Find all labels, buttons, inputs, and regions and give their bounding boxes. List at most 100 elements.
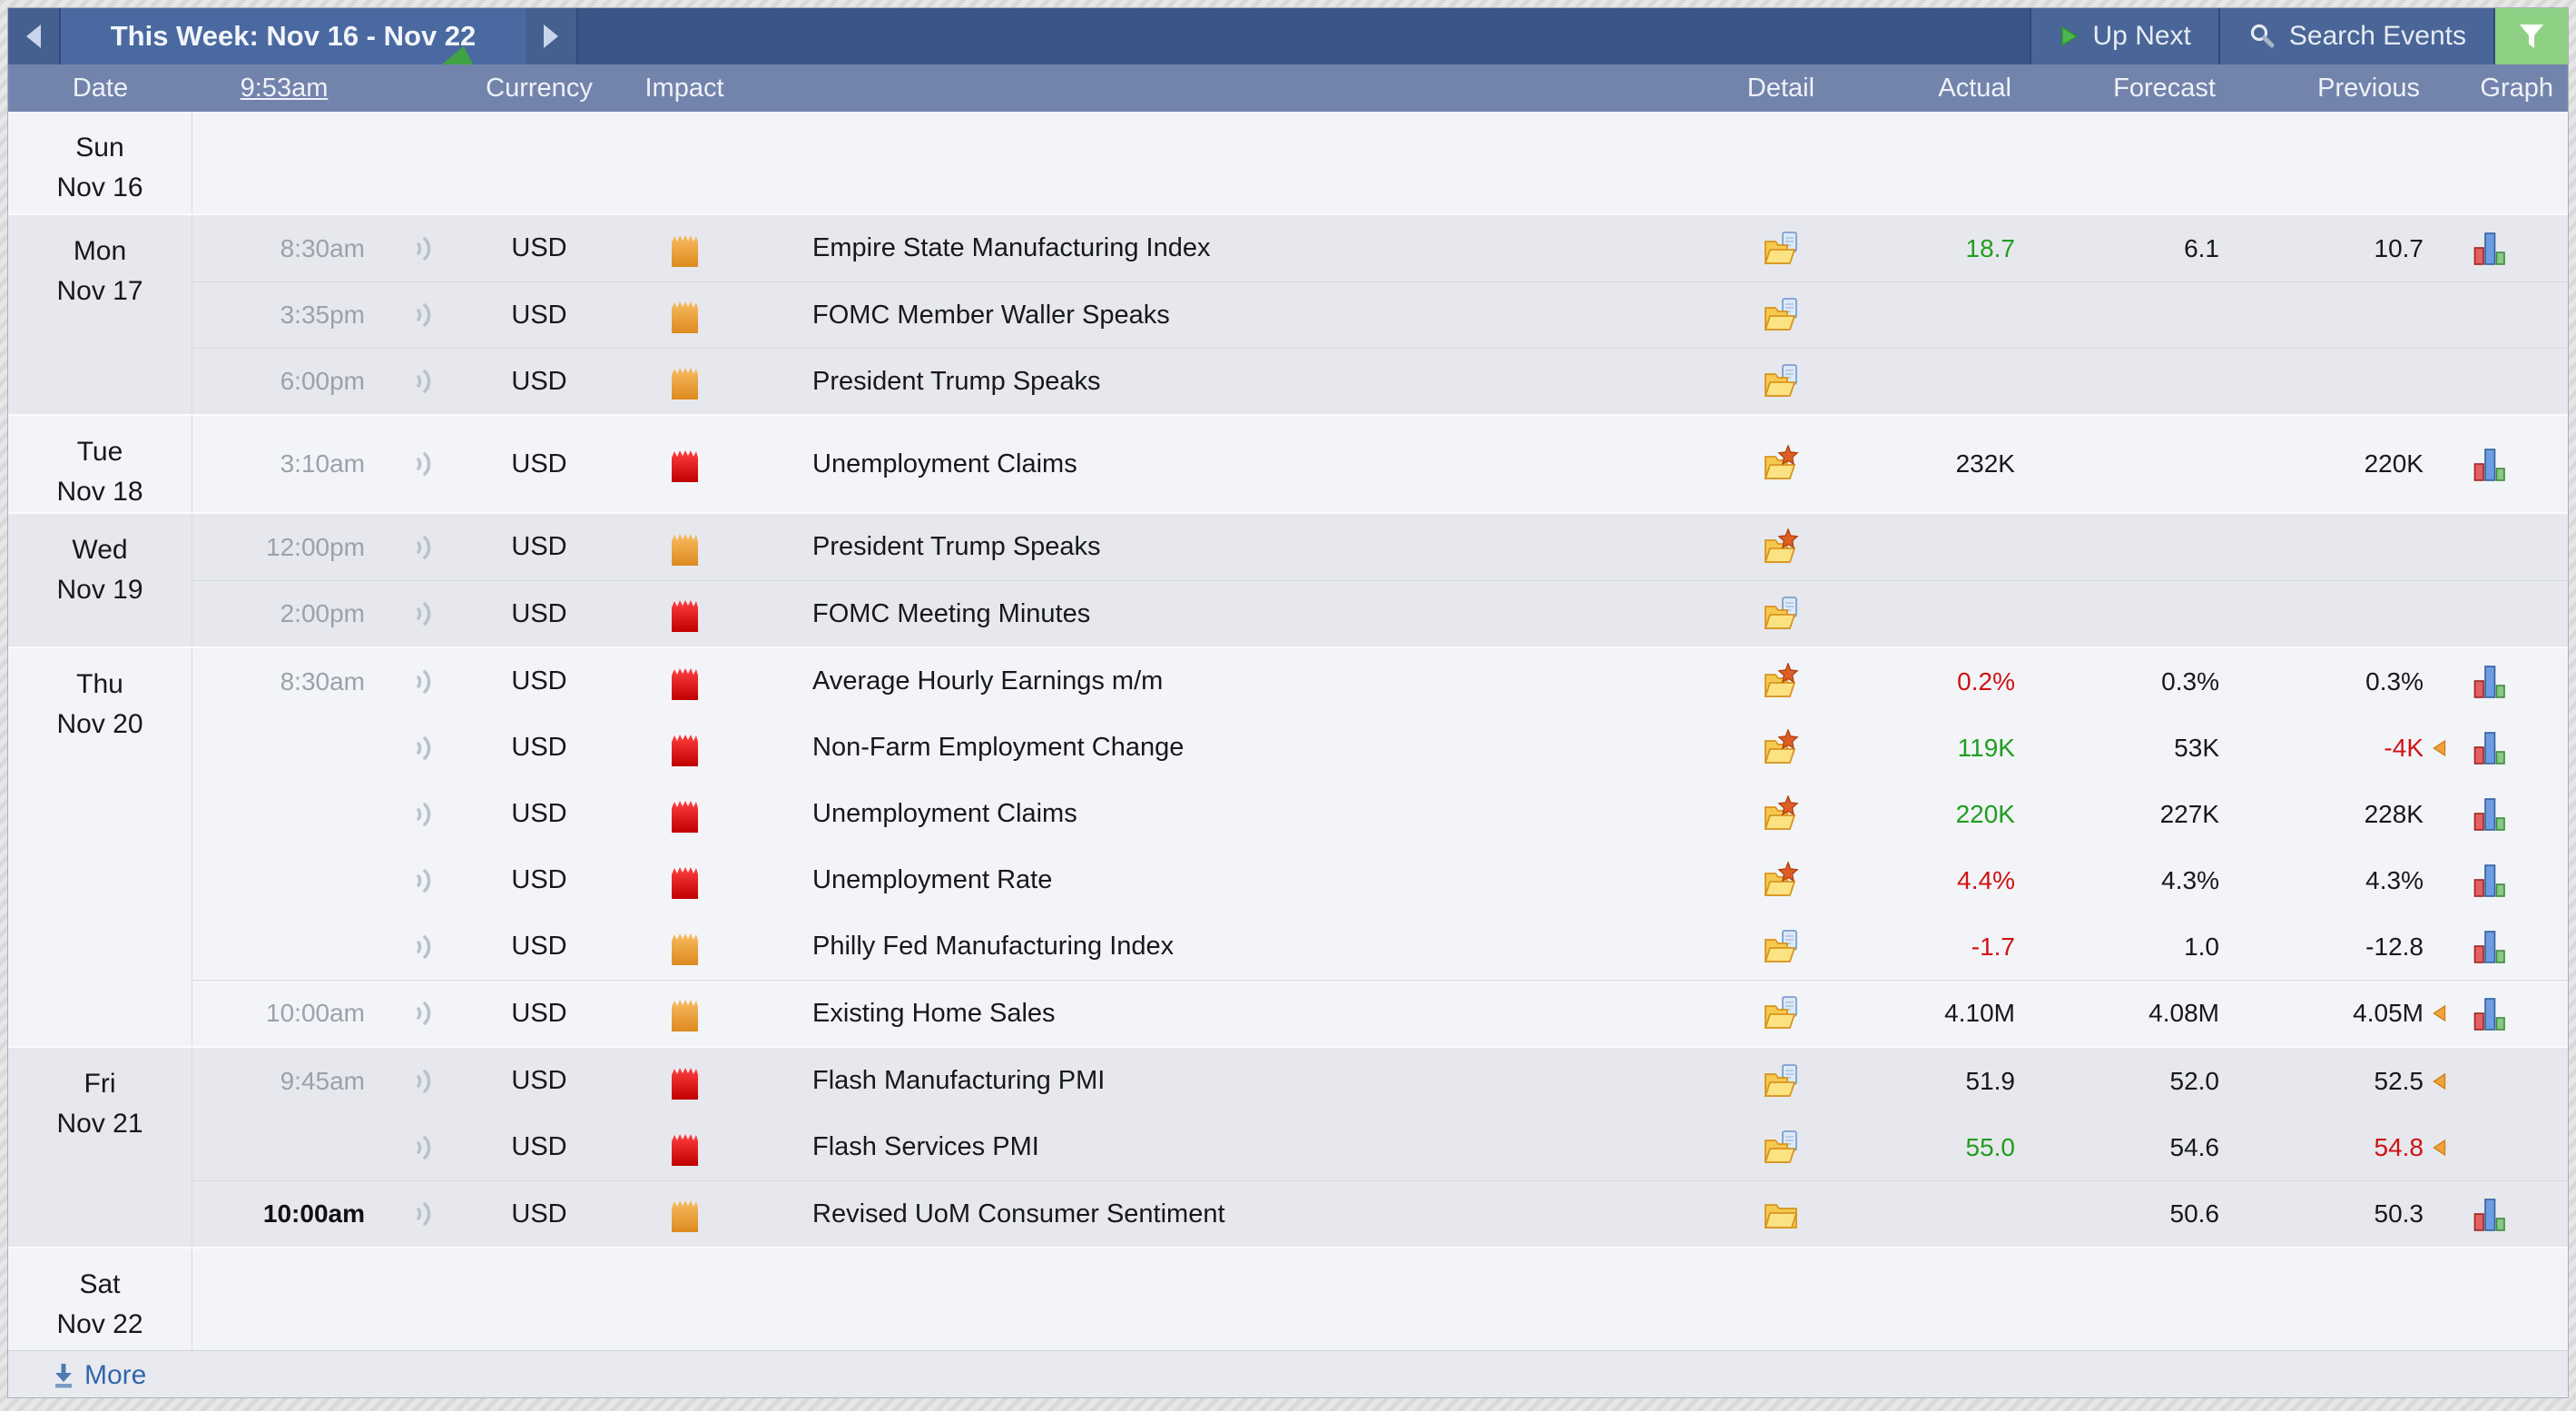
previous-value: 4.3% <box>2230 866 2434 895</box>
detail-cell <box>1731 445 1831 483</box>
day-name: Thu <box>76 669 123 699</box>
event-time: 6:00pm <box>280 367 365 395</box>
folder-paper-icon[interactable] <box>1762 230 1800 268</box>
next-week-button[interactable] <box>526 8 578 64</box>
column-header-previous: Previous <box>2317 73 2420 103</box>
folder-plain-icon[interactable] <box>1762 1195 1800 1233</box>
event-row: 12:00pm USD President Trump Speaks <box>192 514 2568 580</box>
event-title[interactable]: Revised UoM Consumer Sentiment <box>812 1199 1225 1228</box>
forecast-value: 50.6 <box>2169 1199 2220 1228</box>
speaker-cell <box>376 800 471 829</box>
event-title[interactable]: Flash Manufacturing PMI <box>812 1066 1106 1095</box>
event-title[interactable]: President Trump Speaks <box>812 532 1101 561</box>
folder-star-icon[interactable] <box>1762 662 1800 701</box>
event-currency: USD <box>511 300 567 330</box>
folder-star-icon[interactable] <box>1762 728 1800 767</box>
graph-icon[interactable] <box>2473 1196 2506 1233</box>
event-currency: USD <box>511 1066 567 1095</box>
event-currency: USD <box>511 598 567 628</box>
column-header-currency: Currency <box>486 73 593 103</box>
graph-cell <box>2434 1196 2568 1233</box>
event-title[interactable]: Empire State Manufacturing Index <box>812 233 1211 262</box>
folder-paper-icon[interactable] <box>1762 362 1800 400</box>
event-title[interactable]: FOMC Member Waller Speaks <box>812 300 1170 330</box>
detail-cell <box>1731 928 1831 966</box>
event-title[interactable]: Philly Fed Manufacturing Index <box>812 932 1175 961</box>
week-selector-tab[interactable]: This Week: Nov 16 - Nov 22 <box>61 8 526 64</box>
more-button[interactable]: More <box>8 1350 2568 1397</box>
previous-text: 4.3% <box>2365 865 2424 894</box>
forecast-value: 6.1 <box>2184 233 2219 262</box>
event-row: 6:00pm USD President Trump Speaks <box>192 348 2568 414</box>
graph-icon[interactable] <box>2473 729 2506 766</box>
event-title[interactable]: Flash Services PMI <box>812 1132 1039 1161</box>
folder-star-icon[interactable] <box>1762 861 1800 900</box>
graph-icon[interactable] <box>2473 995 2506 1032</box>
speaker-cell <box>376 599 471 628</box>
folder-paper-icon[interactable] <box>1762 994 1800 1032</box>
detail-cell <box>1731 230 1831 268</box>
folder-paper-icon[interactable] <box>1762 1129 1800 1167</box>
folder-star-icon[interactable] <box>1762 445 1800 483</box>
event-row: 8:30am USD Average Hourly Earnings m/m 0.2%… <box>192 648 2568 715</box>
day-date: Nov 22 <box>56 1309 143 1339</box>
event-currency: USD <box>511 532 567 561</box>
graph-icon[interactable] <box>2473 795 2506 833</box>
search-events-label: Search Events <box>2288 21 2466 51</box>
graph-cell <box>2434 862 2568 899</box>
graph-icon[interactable] <box>2473 928 2506 965</box>
speaker-cell <box>376 932 471 962</box>
graph-icon[interactable] <box>2473 230 2506 267</box>
speaker-icon <box>411 449 436 479</box>
graph-icon[interactable] <box>2473 862 2506 899</box>
speaker-icon <box>411 800 436 829</box>
impact-cell <box>607 794 762 834</box>
folder-paper-icon[interactable] <box>1762 595 1800 633</box>
impact-red-icon <box>668 794 701 834</box>
event-time: 8:30am <box>280 666 365 696</box>
toolbar: This Week: Nov 16 - Nov 22 Up Next Searc… <box>8 8 2568 64</box>
event-title[interactable]: Non-Farm Employment Change <box>812 733 1185 762</box>
graph-icon[interactable] <box>2473 446 2506 483</box>
event-title[interactable]: President Trump Speaks <box>812 366 1101 396</box>
speaker-icon <box>411 533 436 562</box>
calendar-window: This Week: Nov 16 - Nov 22 Up Next Searc… <box>7 7 2569 1398</box>
graph-icon[interactable] <box>2473 663 2506 700</box>
detail-cell <box>1731 794 1831 834</box>
impact-cell <box>607 728 762 768</box>
detail-cell <box>1731 1129 1831 1167</box>
event-title[interactable]: Unemployment Claims <box>812 799 1077 828</box>
event-title[interactable]: FOMC Meeting Minutes <box>812 598 1091 628</box>
prev-week-button[interactable] <box>8 8 61 64</box>
current-time-link[interactable]: 9:53am <box>240 73 329 103</box>
folder-paper-icon[interactable] <box>1762 928 1800 966</box>
speaker-icon <box>411 1133 436 1162</box>
event-title[interactable]: Existing Home Sales <box>812 998 1056 1028</box>
funnel-icon <box>2515 21 2548 52</box>
event-time: 3:10am <box>280 449 365 478</box>
week-label: This Week: Nov 16 - Nov 22 <box>110 20 477 52</box>
speaker-icon <box>411 667 436 696</box>
up-next-button[interactable]: Up Next <box>2029 8 2218 64</box>
event-title[interactable]: Unemployment Rate <box>812 865 1053 894</box>
previous-value: 10.7 <box>2230 234 2434 263</box>
day-block-sat: Sat Nov 22 <box>8 1247 2568 1350</box>
folder-paper-icon[interactable] <box>1762 296 1800 334</box>
actual-value: 232K <box>1955 449 2015 478</box>
folder-star-icon[interactable] <box>1762 794 1800 834</box>
folder-paper-icon[interactable] <box>1762 1062 1800 1100</box>
previous-value: 4.05M <box>2230 999 2446 1028</box>
previous-text: 4.05M <box>2353 999 2424 1027</box>
event-row: 2:00pm USD FOMC Meeting Minutes <box>192 580 2568 646</box>
speaker-cell <box>376 1199 471 1228</box>
folder-star-icon[interactable] <box>1762 528 1800 567</box>
event-title[interactable]: Average Hourly Earnings m/m <box>812 666 1164 696</box>
impact-cell <box>607 927 762 967</box>
search-events-button[interactable]: Search Events <box>2217 8 2493 64</box>
chevron-left-icon <box>26 25 41 48</box>
day-date: Nov 20 <box>56 709 143 739</box>
forecast-value: 1.0 <box>2184 932 2219 961</box>
event-title[interactable]: Unemployment Claims <box>812 449 1077 479</box>
event-currency: USD <box>511 998 567 1028</box>
filter-button[interactable] <box>2493 8 2568 64</box>
